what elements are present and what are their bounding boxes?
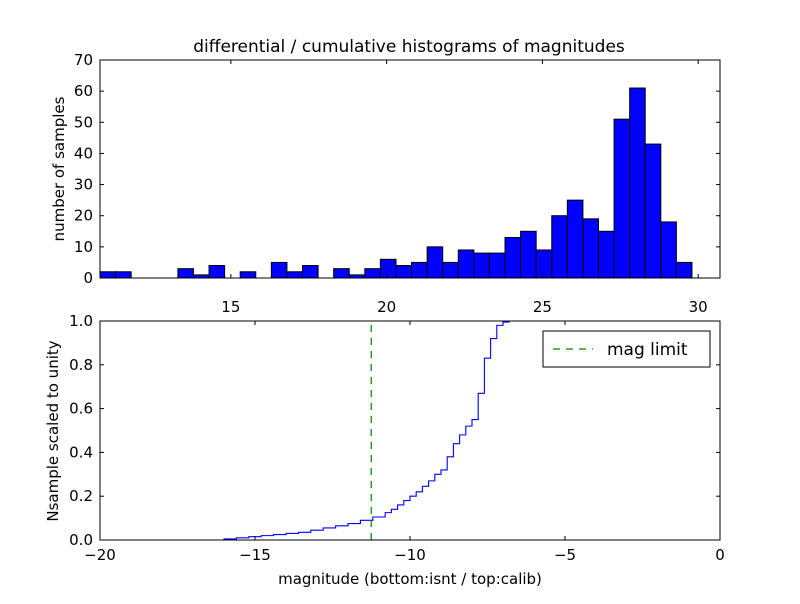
cumulative-histogram-panel: 0.0 0.2 0.4 0.6 0.8 1.0 −20 −15 −10 −5 0 magnitude… — [44, 312, 725, 588]
bottom-axis-ticks: 0.0 0.2 0.4 0.6 0.8 1.0 −20 −15 −10 −5 0 — [69, 312, 725, 564]
histogram-bar — [426, 246, 444, 279]
y-tick-label: 0.8 — [69, 356, 93, 374]
histogram-bar — [364, 268, 381, 279]
top-plot-frame — [99, 59, 721, 279]
x-tick-label: −10 — [394, 546, 426, 564]
histogram-bars — [99, 87, 693, 279]
histogram-bar — [286, 271, 304, 279]
legend: mag limit — [542, 330, 711, 368]
differential-histogram-panel: differential / cumulative histograms of … — [50, 37, 721, 316]
cumulative-lines — [100, 320, 516, 541]
y-tick-label: 40 — [74, 144, 93, 162]
histogram-bar — [99, 271, 117, 279]
x-tick-label: 25 — [533, 298, 552, 316]
x-tick-label: 0 — [715, 546, 725, 564]
histogram-bar — [177, 268, 194, 279]
y-tick-label: 0.4 — [69, 443, 93, 461]
y-tick-label: 70 — [74, 51, 93, 69]
histogram-bar — [457, 249, 475, 279]
histogram-bar — [115, 271, 132, 279]
top-axis-ticks: 0 10 20 30 40 50 60 70 15 20 25 30 — [74, 51, 720, 316]
histogram-bar — [379, 258, 397, 279]
y-tick-label: 50 — [74, 113, 93, 131]
x-tick-label: −20 — [84, 546, 116, 564]
histogram-bar — [613, 118, 631, 279]
cumulative-step-line — [100, 320, 516, 541]
top-y-axis-label: number of samples — [50, 96, 68, 241]
histogram-bar — [660, 221, 677, 279]
histogram-bar — [566, 199, 584, 279]
histogram-bar — [675, 261, 693, 279]
histogram-bar — [208, 265, 226, 279]
y-tick-label: 0.2 — [69, 487, 93, 505]
histogram-bar — [442, 261, 459, 279]
histogram-bar — [488, 252, 506, 279]
histogram-bar — [644, 143, 662, 279]
histogram-bar — [270, 261, 288, 279]
bottom-y-axis-label: Nsample scaled to unity — [44, 340, 62, 521]
histogram-bar — [629, 87, 646, 279]
chart-title: differential / cumulative histograms of … — [193, 37, 625, 57]
y-tick-label: 1.0 — [69, 312, 93, 330]
histogram-bar — [395, 265, 413, 279]
y-tick-label: 0.0 — [69, 531, 93, 549]
histogram-bar — [520, 230, 537, 279]
histogram-bar — [333, 268, 350, 279]
bottom-plot-frame — [99, 320, 721, 541]
histogram-bar — [597, 230, 615, 279]
histogram-bar — [302, 265, 319, 279]
x-tick-label: 30 — [689, 298, 708, 316]
x-tick-label: −15 — [239, 546, 271, 564]
x-tick-label: −5 — [554, 546, 576, 564]
y-tick-label: 0 — [83, 269, 93, 287]
x-tick-label: 20 — [377, 298, 396, 316]
y-tick-label: 10 — [74, 238, 93, 256]
y-tick-label: 60 — [74, 82, 93, 100]
histogram-bar — [504, 237, 522, 279]
histogram-bar — [582, 218, 599, 279]
histogram-bar — [473, 252, 490, 279]
histogram-bar — [411, 261, 428, 279]
histogram-bar — [551, 215, 568, 279]
legend-label-mag-limit: mag limit — [607, 340, 688, 360]
y-tick-label: 20 — [74, 207, 93, 225]
histogram-bar — [239, 271, 257, 279]
x-tick-label: 15 — [221, 298, 240, 316]
histogram-bar — [535, 249, 553, 279]
x-axis-label: magnitude (bottom:isnt / top:calib) — [278, 570, 542, 588]
y-tick-label: 30 — [74, 176, 93, 194]
y-tick-label: 0.6 — [69, 400, 93, 418]
